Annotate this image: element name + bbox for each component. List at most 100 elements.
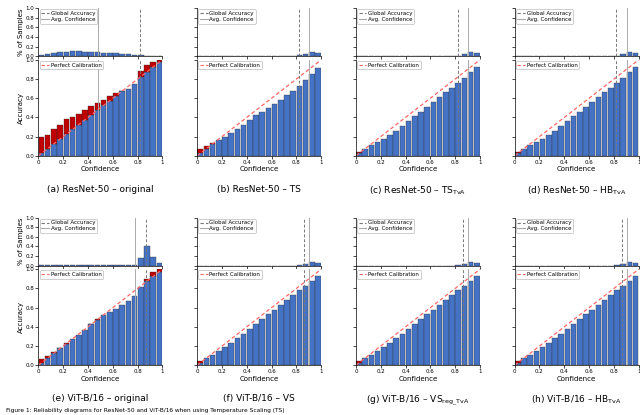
Bar xyxy=(76,51,81,56)
Bar xyxy=(527,355,533,365)
Bar xyxy=(387,135,393,156)
Bar xyxy=(515,154,520,156)
Bar xyxy=(309,52,315,56)
Bar xyxy=(461,54,467,56)
Bar xyxy=(515,363,520,365)
Bar xyxy=(437,305,442,365)
Bar xyxy=(272,310,278,365)
Bar xyxy=(633,263,639,266)
Bar xyxy=(596,97,601,156)
Bar xyxy=(303,264,308,266)
Y-axis label: Accuracy: Accuracy xyxy=(18,92,24,124)
Bar xyxy=(63,134,69,156)
Bar xyxy=(51,352,57,353)
Bar xyxy=(113,93,118,96)
Bar xyxy=(259,112,265,156)
X-axis label: Confidence: Confidence xyxy=(239,166,279,172)
Bar xyxy=(468,52,474,56)
Bar xyxy=(614,265,620,266)
Text: (g) ViT-B/16 – VS$_\mathrm{reg\_TvA}$: (g) ViT-B/16 – VS$_\mathrm{reg\_TvA}$ xyxy=(366,394,470,408)
Bar xyxy=(362,149,368,156)
Bar xyxy=(132,296,138,365)
Bar xyxy=(291,295,296,365)
Bar xyxy=(70,339,76,365)
Bar xyxy=(228,343,234,365)
Bar xyxy=(571,117,577,156)
Bar xyxy=(125,265,131,266)
Legend: Perfect Calibration: Perfect Calibration xyxy=(198,61,262,69)
Bar xyxy=(297,86,302,156)
Bar xyxy=(253,324,259,365)
Bar xyxy=(100,53,106,56)
Bar xyxy=(150,257,156,266)
Bar xyxy=(119,305,125,365)
Bar xyxy=(138,77,143,156)
Bar xyxy=(38,154,44,156)
Bar xyxy=(303,286,308,365)
Bar xyxy=(88,52,94,56)
Bar xyxy=(138,71,143,77)
Bar xyxy=(419,112,424,156)
Bar xyxy=(82,265,88,266)
Bar xyxy=(150,276,156,365)
Bar xyxy=(571,324,577,365)
Bar xyxy=(70,117,76,129)
Bar xyxy=(210,143,216,144)
Bar xyxy=(88,265,94,266)
Bar xyxy=(577,319,582,365)
Legend: Perfect Calibration: Perfect Calibration xyxy=(357,271,420,279)
Bar xyxy=(620,286,626,365)
X-axis label: Confidence: Confidence xyxy=(81,166,120,172)
Bar xyxy=(95,110,100,156)
Bar xyxy=(82,330,88,365)
Bar xyxy=(119,90,125,91)
Bar xyxy=(198,363,203,365)
Bar xyxy=(431,310,436,365)
Bar xyxy=(627,281,632,365)
Bar xyxy=(284,300,290,365)
Text: (b) ResNet-50 – TS: (b) ResNet-50 – TS xyxy=(217,185,301,193)
Bar xyxy=(51,353,57,365)
Bar xyxy=(150,62,156,67)
Bar xyxy=(297,55,302,56)
Bar xyxy=(88,324,94,325)
Bar xyxy=(627,52,632,56)
Bar xyxy=(291,90,296,156)
Bar xyxy=(198,154,203,156)
X-axis label: Confidence: Confidence xyxy=(557,166,596,172)
Bar xyxy=(100,315,106,365)
Bar xyxy=(119,265,125,266)
Bar xyxy=(278,305,284,365)
Y-axis label: % of Samples: % of Samples xyxy=(18,218,24,266)
Legend: Global Accuracy, Avg. Confidence: Global Accuracy, Avg. Confidence xyxy=(516,219,573,233)
Y-axis label: Accuracy: Accuracy xyxy=(18,301,24,333)
Bar xyxy=(113,265,118,266)
Bar xyxy=(51,129,57,144)
Bar xyxy=(51,144,57,156)
Bar xyxy=(216,351,221,365)
Bar xyxy=(297,265,302,266)
Text: Figure 1: Reliability diagrams for ResNet-50 and ViT-B/16 when using Temperature: Figure 1: Reliability diagrams for ResNe… xyxy=(6,408,285,413)
Bar xyxy=(627,72,632,156)
Bar xyxy=(468,262,474,266)
Bar xyxy=(303,54,308,56)
Bar xyxy=(88,115,94,156)
Bar xyxy=(297,290,302,365)
Bar xyxy=(608,88,614,156)
Text: (e) ViT-B/16 – original: (e) ViT-B/16 – original xyxy=(52,394,148,403)
Bar xyxy=(132,84,138,156)
Bar xyxy=(70,265,76,266)
Bar xyxy=(356,152,362,154)
Bar xyxy=(608,295,614,365)
Bar xyxy=(424,107,430,156)
Bar xyxy=(620,78,626,156)
Bar xyxy=(278,100,284,156)
Bar xyxy=(540,139,545,156)
Bar xyxy=(399,126,405,156)
Bar xyxy=(589,102,595,156)
Legend: Perfect Calibration: Perfect Calibration xyxy=(198,271,262,279)
Bar xyxy=(540,347,545,365)
X-axis label: Confidence: Confidence xyxy=(239,376,279,382)
Bar xyxy=(204,146,209,149)
Bar xyxy=(406,121,412,156)
